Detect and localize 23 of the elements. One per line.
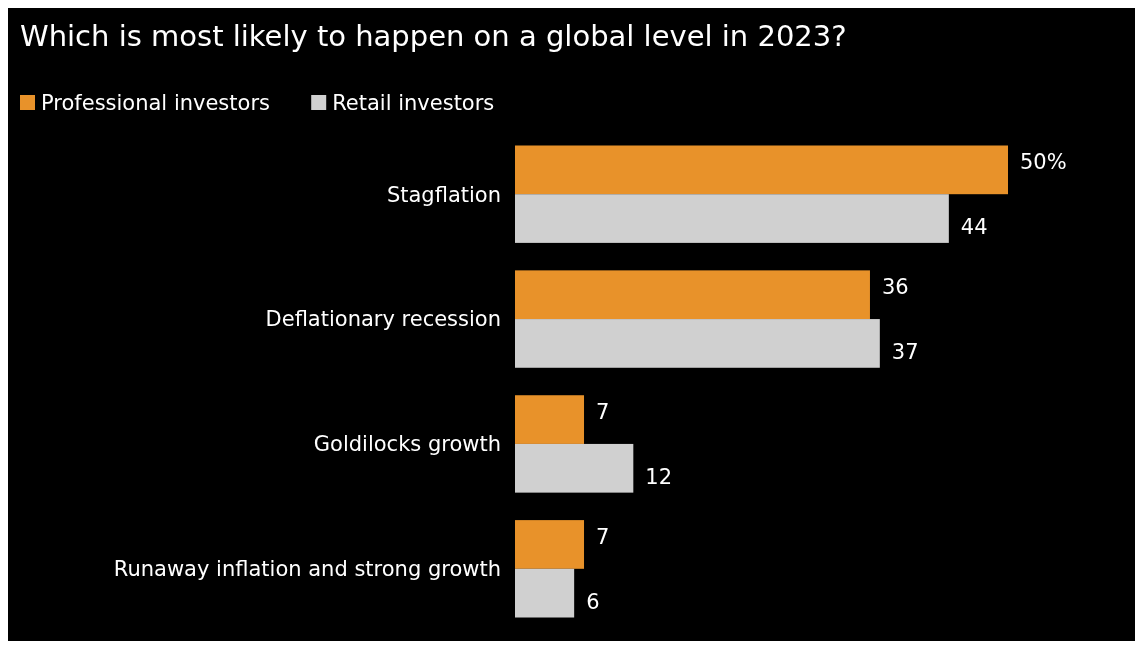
bar bbox=[515, 443, 634, 493]
bar bbox=[515, 194, 949, 243]
data-label: 44 bbox=[960, 214, 988, 239]
data-label: 37 bbox=[891, 339, 919, 364]
bar bbox=[515, 270, 870, 320]
bar bbox=[515, 145, 1008, 195]
legend-label: Retail investors bbox=[332, 91, 495, 116]
data-label: 12 bbox=[645, 464, 673, 489]
y-tick-label: Deflationary recession bbox=[265, 307, 501, 332]
y-tick-label: Goldilocks growth bbox=[313, 432, 501, 457]
bar bbox=[515, 520, 585, 569]
y-tick-label: Runaway inflation and strong growth bbox=[113, 557, 501, 582]
legend-label: Professional investors bbox=[41, 91, 270, 116]
bar bbox=[515, 395, 585, 444]
data-label: 6 bbox=[586, 589, 600, 614]
y-tick-label: Stagflation bbox=[386, 182, 501, 207]
data-label: 7 bbox=[596, 399, 610, 424]
data-label: 50% bbox=[1020, 150, 1067, 175]
bar bbox=[515, 568, 575, 618]
bar bbox=[515, 319, 880, 368]
data-label: 36 bbox=[881, 275, 909, 300]
chart-title: Which is most likely to happen on a global level in 2023? bbox=[20, 19, 847, 53]
data-label: 7 bbox=[596, 524, 610, 549]
